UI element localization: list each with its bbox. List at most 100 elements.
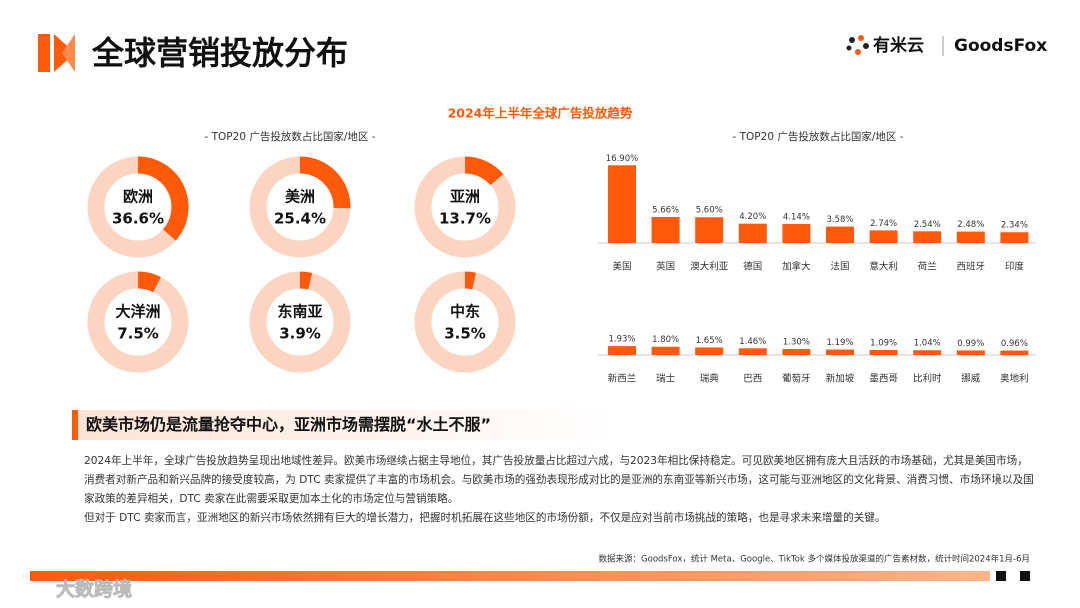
x-tick-label: 意大利 bbox=[869, 261, 898, 273]
bar bbox=[608, 165, 636, 243]
bar bbox=[608, 346, 636, 355]
donut-value: 13.7% bbox=[439, 210, 491, 228]
bar bbox=[738, 223, 767, 243]
charts-title: 2024年上半年全球广告投放趋势 bbox=[448, 106, 633, 121]
x-tick-label: 比利时 bbox=[913, 373, 942, 385]
x-tick-label: 瑞典 bbox=[700, 373, 720, 385]
bar-value-label: 1.19% bbox=[826, 338, 853, 348]
donut-value: 25.4% bbox=[274, 210, 326, 228]
bar-value-label: 0.96% bbox=[1001, 339, 1028, 349]
bar-value-label: 2.74% bbox=[870, 219, 897, 229]
donut-label: 大洋洲 bbox=[115, 303, 160, 321]
footer-bar bbox=[30, 571, 990, 581]
bar-value-label: 1.93% bbox=[608, 335, 635, 345]
donut-label: 中东 bbox=[450, 303, 480, 321]
source-note: 数据来源：GoodsFox，统计 Meta、Google、TikTok 多个媒体… bbox=[599, 554, 1030, 565]
chart-subtitle: - TOP20 广告投放数占比国家/地区 - bbox=[733, 130, 904, 143]
bar-value-label: 2.54% bbox=[914, 220, 941, 230]
watermark: 大数跨境 bbox=[56, 578, 132, 601]
bar-value-label: 5.66% bbox=[652, 205, 679, 215]
donut-arc bbox=[299, 156, 351, 209]
bar bbox=[695, 347, 724, 355]
x-tick-label: 奥地利 bbox=[1000, 373, 1029, 385]
footer-square bbox=[996, 571, 1006, 581]
x-tick-label: 墨西哥 bbox=[869, 374, 898, 385]
page-title: 全球营销投放分布 bbox=[91, 34, 348, 72]
youmi-icon bbox=[846, 35, 869, 55]
body-text: 2024年上半年，全球广告投放趋势呈现出地域性差异。欧美市场继续占据主导地位，其… bbox=[84, 452, 1034, 528]
x-tick-label: 法国 bbox=[830, 261, 849, 273]
donut-arc bbox=[299, 271, 313, 290]
x-tick-label: 葡萄牙 bbox=[782, 373, 811, 385]
x-tick-label: 新西兰 bbox=[608, 373, 637, 385]
x-tick-label: 荷兰 bbox=[918, 261, 937, 273]
bar-value-label: 16.90% bbox=[606, 154, 638, 164]
brand-mark bbox=[38, 34, 75, 72]
donut-arc bbox=[137, 156, 189, 241]
bar-value-label: 3.58% bbox=[826, 215, 853, 225]
bar bbox=[869, 230, 898, 243]
bar bbox=[651, 216, 680, 243]
bar-value-label: 1.04% bbox=[914, 339, 941, 349]
bar bbox=[956, 350, 985, 355]
logo-goodsfox: GoodsFox bbox=[954, 36, 1047, 56]
donut-arc bbox=[464, 156, 504, 186]
donut-label: 东南亚 bbox=[277, 303, 322, 321]
donut-track bbox=[249, 271, 351, 373]
footer-square bbox=[1020, 571, 1030, 581]
bar-value-label: 4.14% bbox=[783, 212, 810, 222]
bar bbox=[1000, 232, 1029, 243]
bar bbox=[913, 350, 942, 355]
x-tick-label: 瑞士 bbox=[656, 373, 676, 385]
donut-value: 3.5% bbox=[444, 325, 486, 343]
bar bbox=[956, 231, 985, 243]
bar-value-label: 2.34% bbox=[1001, 221, 1028, 231]
chart-subtitle: - TOP20 广告投放数占比国家/地区 - bbox=[205, 130, 376, 143]
bar-value-label: 5.60% bbox=[696, 206, 723, 216]
donut-label: 美洲 bbox=[285, 188, 315, 206]
donut-track bbox=[87, 271, 189, 373]
donut-label: 欧洲 bbox=[123, 188, 153, 206]
x-tick-label: 挪威 bbox=[961, 373, 981, 385]
x-tick-label: 新加坡 bbox=[826, 373, 855, 385]
bar-value-label: 0.99% bbox=[957, 339, 984, 349]
logo-youmi: 有米云 bbox=[873, 35, 924, 56]
x-tick-label: 英国 bbox=[656, 261, 675, 273]
donut-value: 3.9% bbox=[279, 325, 321, 343]
bar bbox=[651, 346, 680, 355]
donut-value: 7.5% bbox=[117, 325, 159, 343]
bar bbox=[1000, 350, 1029, 355]
bar bbox=[782, 223, 811, 243]
donut-arc bbox=[464, 271, 477, 290]
x-tick-label: 澳大利亚 bbox=[690, 261, 729, 273]
bar-value-label: 1.30% bbox=[783, 338, 810, 348]
paragraph: 但对于 DTC 卖家而言，亚洲地区的新兴市场依然拥有巨大的增长潜力，把握时机拓展… bbox=[84, 512, 886, 524]
x-tick-label: 加拿大 bbox=[782, 261, 811, 273]
highlight-heading: 欧美市场仍是流量抢夺中心，亚洲市场需摆脱“水土不服” bbox=[72, 410, 612, 440]
paragraph: 2024年上半年，全球广告投放趋势呈现出地域性差异。欧美市场继续占据主导地位，其… bbox=[84, 455, 1034, 505]
bar bbox=[826, 226, 854, 243]
bar-value-label: 1.80% bbox=[652, 335, 679, 345]
bar bbox=[826, 349, 854, 355]
x-tick-label: 巴西 bbox=[743, 374, 762, 385]
bar-value-label: 1.65% bbox=[696, 336, 723, 346]
bar bbox=[869, 349, 898, 355]
bar bbox=[782, 349, 811, 355]
x-tick-label: 印度 bbox=[1005, 261, 1025, 273]
x-tick-label: 美国 bbox=[612, 261, 631, 273]
bar bbox=[913, 231, 942, 243]
donut-value: 36.6% bbox=[112, 210, 164, 228]
bar bbox=[695, 217, 724, 243]
bar-value-label: 1.09% bbox=[870, 338, 897, 348]
bar bbox=[738, 348, 767, 355]
bar-value-label: 4.20% bbox=[739, 212, 766, 222]
donut-arc bbox=[137, 271, 161, 293]
donut-label: 亚洲 bbox=[450, 188, 480, 206]
x-tick-label: 西班牙 bbox=[957, 261, 986, 273]
bar-value-label: 1.46% bbox=[739, 337, 766, 347]
donut-track bbox=[414, 271, 516, 373]
bar-value-label: 2.48% bbox=[957, 220, 984, 230]
x-tick-label: 德国 bbox=[743, 261, 762, 273]
